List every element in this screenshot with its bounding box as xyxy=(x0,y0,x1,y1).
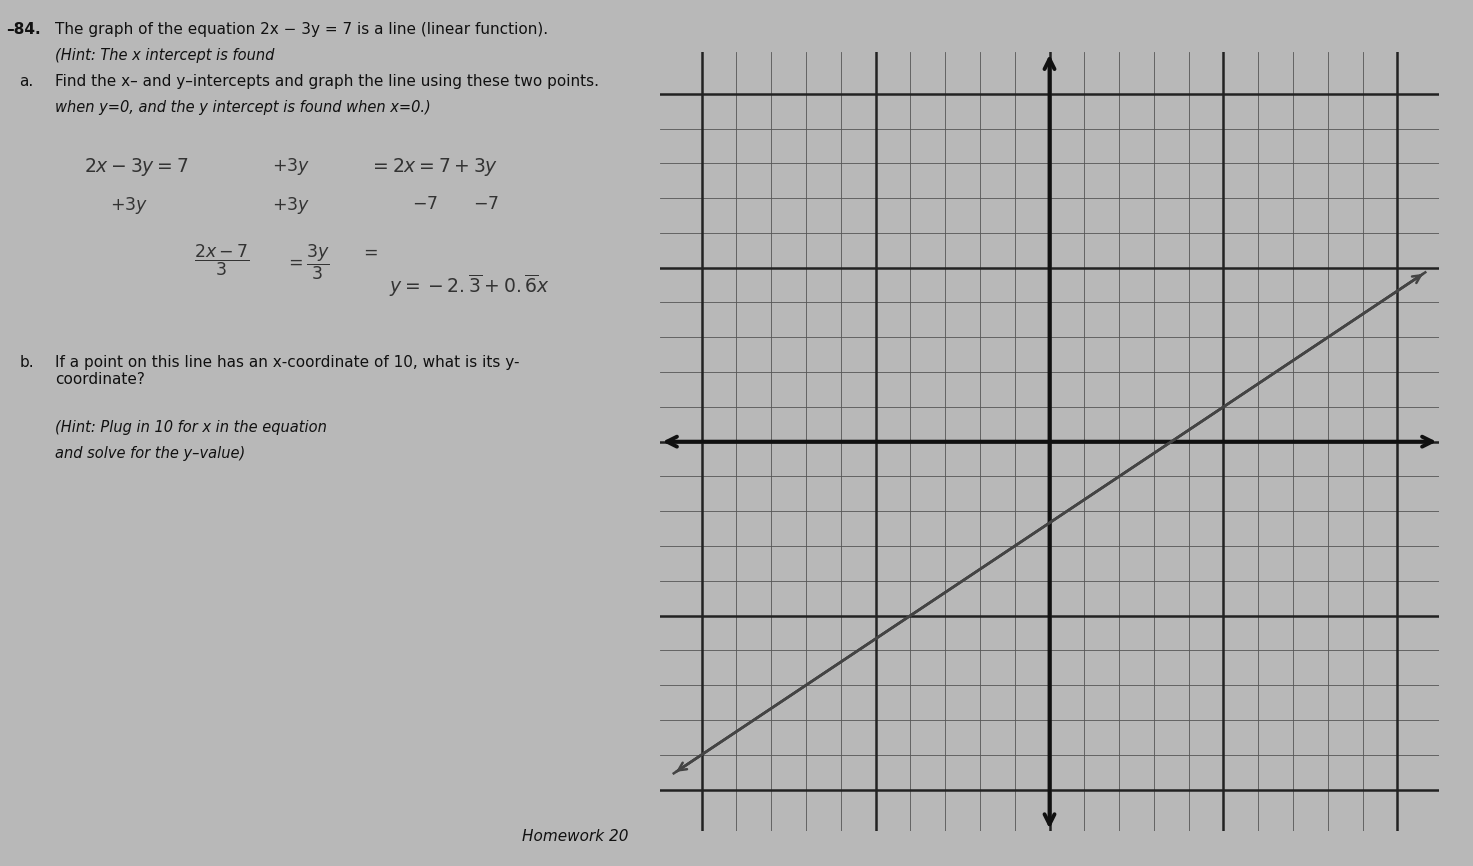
Text: b.: b. xyxy=(19,355,34,370)
Text: –84.: –84. xyxy=(6,22,41,36)
Text: (Hint: The x intercept is found: (Hint: The x intercept is found xyxy=(55,48,274,62)
Text: If a point on this line has an x-coordinate of 10, what is its y-
coordinate?: If a point on this line has an x-coordin… xyxy=(55,355,520,387)
Text: $2x - 3y = 7$: $2x - 3y = 7$ xyxy=(84,156,189,178)
Text: (Hint: Plug in 10 for x in the equation: (Hint: Plug in 10 for x in the equation xyxy=(55,420,327,435)
Text: $= \dfrac{3y}{3}$: $= \dfrac{3y}{3}$ xyxy=(286,242,330,282)
Text: $+3y$: $+3y$ xyxy=(110,195,149,216)
Text: The graph of the equation 2x − 3y = 7 is a line (linear function).: The graph of the equation 2x − 3y = 7 is… xyxy=(55,22,548,36)
Text: $= 2x = 7 + 3y$: $= 2x = 7 + 3y$ xyxy=(370,156,499,178)
Text: $+3y$: $+3y$ xyxy=(273,156,311,177)
Text: $y = -2.\overline{3} + 0.\overline{6}x$: $y = -2.\overline{3} + 0.\overline{6}x$ xyxy=(389,273,549,300)
Text: $=$: $=$ xyxy=(359,242,379,261)
Text: Homework 20: Homework 20 xyxy=(521,830,629,844)
Text: $\dfrac{2x-7}{3}$: $\dfrac{2x-7}{3}$ xyxy=(194,242,250,278)
Text: when y=0, and the y intercept is found when x=0.): when y=0, and the y intercept is found w… xyxy=(55,100,430,114)
Text: and solve for the y–value): and solve for the y–value) xyxy=(55,446,246,461)
Text: $+3y$: $+3y$ xyxy=(273,195,311,216)
Text: a.: a. xyxy=(19,74,34,88)
Text: $-7$: $-7$ xyxy=(411,195,437,213)
Text: $-7$: $-7$ xyxy=(473,195,499,213)
Text: Find the x– and y–intercepts and graph the line using these two points.: Find the x– and y–intercepts and graph t… xyxy=(55,74,600,88)
